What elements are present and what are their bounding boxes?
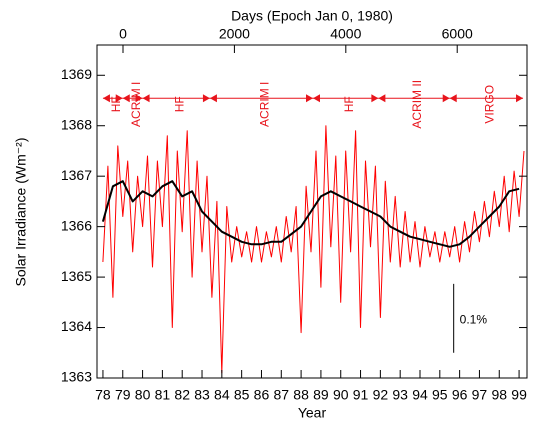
arrow-head — [135, 94, 143, 103]
arrow-head — [305, 94, 313, 103]
period-label: HF — [342, 96, 356, 112]
period-label: HF — [172, 96, 186, 112]
arrow-head — [202, 94, 210, 103]
x2-tick-label: 2000 — [219, 26, 250, 42]
period-label: ACRIM I — [258, 82, 272, 127]
arrow-head — [371, 94, 379, 103]
x-tick-label: 86 — [254, 387, 270, 403]
x-axis-title: Year — [298, 405, 327, 421]
x-tick-label: 87 — [273, 387, 289, 403]
arrow-head — [312, 94, 320, 103]
y-tick-label: 1366 — [61, 217, 92, 233]
arrow-head — [442, 94, 450, 103]
data-line — [102, 125, 525, 374]
x-tick-label: 82 — [174, 387, 190, 403]
period-label: ACRIM I — [129, 82, 143, 127]
x-tick-label: 91 — [353, 387, 369, 403]
x-tick-label: 83 — [194, 387, 210, 403]
x-tick-label: 78 — [95, 387, 111, 403]
x-tick-label: 84 — [214, 387, 230, 403]
x-tick-label: 92 — [373, 387, 389, 403]
arrow-head — [142, 94, 150, 103]
arrow-head — [115, 94, 123, 103]
x-tick-label: 80 — [135, 387, 151, 403]
arrow-head — [449, 94, 457, 103]
period-label: VIRGO — [483, 85, 497, 124]
x-tick-label: 85 — [234, 387, 250, 403]
y-tick-label: 1365 — [61, 268, 92, 284]
scale-bar-label: 0.1% — [460, 312, 488, 326]
x-tick-label: 79 — [115, 387, 131, 403]
x-tick-label: 98 — [491, 387, 507, 403]
x-tick-label: 88 — [293, 387, 309, 403]
x-tick-label: 81 — [155, 387, 171, 403]
plot-frame — [96, 44, 528, 379]
y-axis-title: Solar Irradiance (Wm⁻²) — [13, 138, 29, 287]
x-tick-label: 90 — [333, 387, 349, 403]
y-tick-label: 1369 — [61, 66, 92, 82]
x-tick-label: 89 — [313, 387, 329, 403]
period-label: HF — [109, 96, 123, 112]
y-tick-label: 1368 — [61, 116, 92, 132]
arrow-head — [122, 94, 130, 103]
x-tick-label: 96 — [452, 387, 468, 403]
y-tick-label: 1364 — [61, 318, 92, 334]
data-line — [101, 180, 520, 248]
arrow-head — [516, 94, 524, 103]
x-tick-label: 95 — [432, 387, 448, 403]
arrow-head — [378, 94, 386, 103]
x-tick-label: 94 — [412, 387, 428, 403]
y-tick-label: 1367 — [61, 167, 92, 183]
arrow-head — [102, 94, 110, 103]
x-tick-label: 93 — [392, 387, 408, 403]
x2-tick-label: 0 — [119, 26, 127, 42]
x2-tick-label: 6000 — [442, 26, 473, 42]
arrow-head — [209, 94, 217, 103]
top-axis-title: Days (Epoch Jan 0, 1980) — [231, 8, 393, 24]
x-tick-label: 99 — [511, 387, 527, 403]
x2-tick-label: 4000 — [330, 26, 361, 42]
y-tick-label: 1363 — [61, 369, 92, 385]
period-label: ACRIM II — [410, 80, 424, 129]
x-tick-label: 97 — [472, 387, 488, 403]
